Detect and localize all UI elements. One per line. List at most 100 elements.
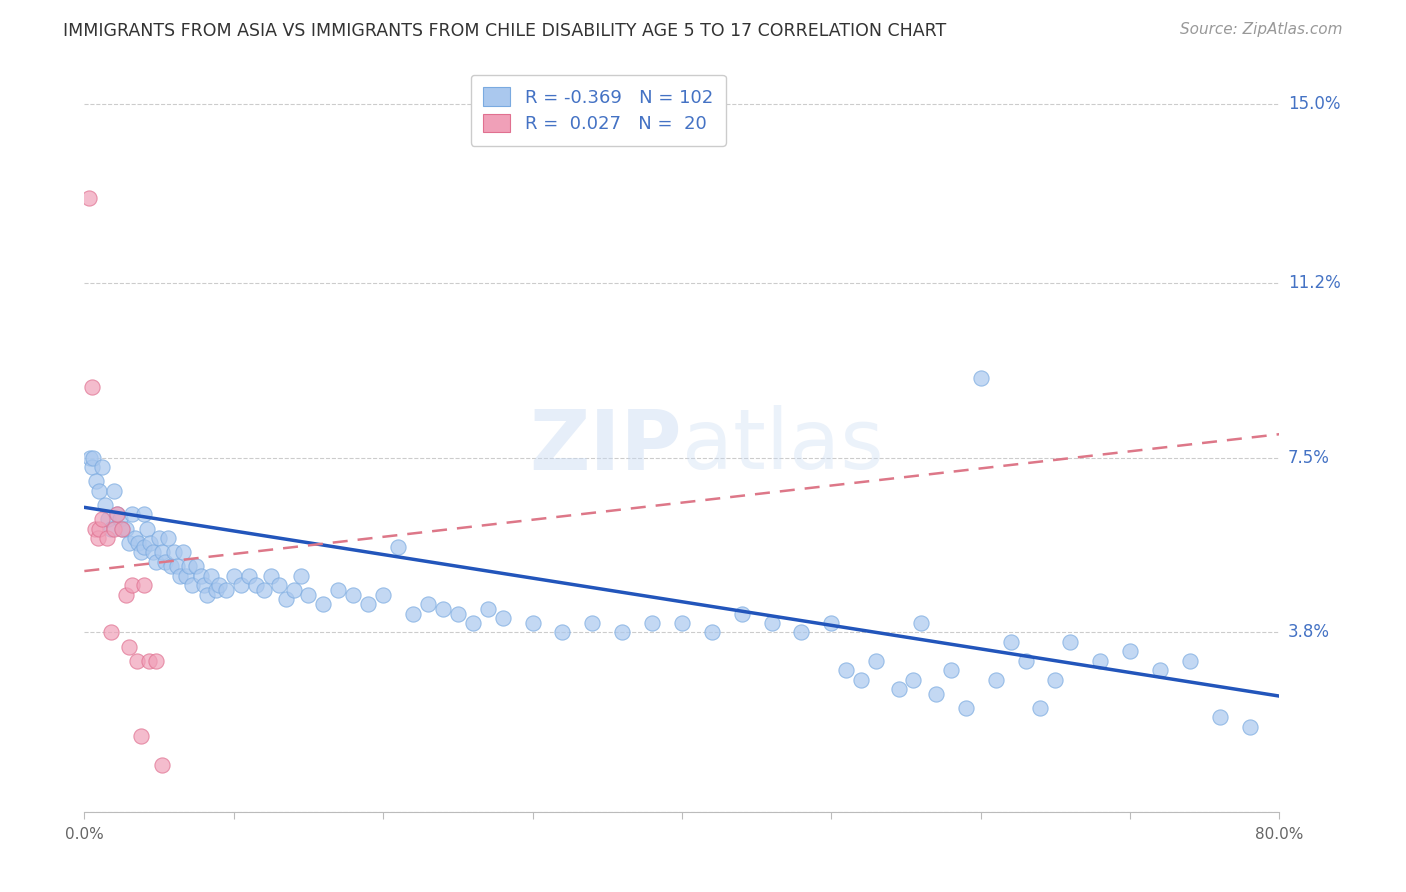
Point: [111, 522, 134, 536]
Point: [153, 555, 176, 569]
Point: [671, 615, 693, 630]
Point: [245, 578, 267, 592]
Point: [231, 578, 253, 592]
Point: [865, 654, 887, 668]
Point: [142, 545, 165, 559]
Point: [150, 545, 173, 559]
Point: [91, 512, 114, 526]
Point: [177, 559, 200, 574]
Point: [970, 370, 993, 384]
Point: [157, 531, 180, 545]
Point: [612, 625, 634, 640]
Point: [103, 483, 125, 498]
Point: [761, 615, 783, 630]
Point: [1045, 673, 1067, 687]
Point: [283, 582, 305, 597]
Point: [1209, 710, 1232, 724]
Point: [238, 568, 260, 582]
Point: [150, 757, 173, 772]
Point: [138, 654, 160, 668]
Point: [181, 578, 204, 592]
Point: [136, 522, 159, 536]
Text: atlas: atlas: [682, 406, 883, 486]
Point: [835, 663, 858, 677]
Point: [127, 535, 149, 549]
Point: [166, 559, 188, 574]
Point: [925, 687, 948, 701]
Point: [1178, 654, 1201, 668]
Point: [939, 663, 962, 677]
Point: [145, 654, 167, 668]
Point: [174, 568, 197, 582]
Point: [145, 555, 167, 569]
Point: [96, 531, 118, 545]
Point: [260, 568, 283, 582]
Point: [80, 380, 103, 394]
Point: [105, 508, 128, 522]
Point: [82, 450, 104, 465]
Point: [89, 522, 111, 536]
Point: [160, 559, 183, 574]
Point: [581, 615, 603, 630]
Point: [94, 498, 117, 512]
Point: [1119, 644, 1142, 658]
Point: [267, 578, 290, 592]
Point: [312, 597, 335, 611]
Point: [253, 582, 276, 597]
Point: [121, 508, 143, 522]
Point: [132, 541, 156, 555]
Point: [215, 582, 238, 597]
Point: [97, 512, 120, 526]
Point: [100, 522, 122, 536]
Text: 3.8%: 3.8%: [1288, 624, 1330, 641]
Point: [477, 602, 499, 616]
Point: [105, 508, 128, 522]
Point: [118, 640, 141, 654]
Point: [87, 531, 110, 545]
Point: [887, 681, 910, 696]
Point: [121, 578, 143, 592]
Point: [115, 522, 138, 536]
Point: [903, 673, 925, 687]
Point: [80, 460, 103, 475]
Point: [1000, 635, 1022, 649]
Point: [169, 568, 191, 582]
Text: 15.0%: 15.0%: [1288, 95, 1340, 113]
Point: [118, 535, 141, 549]
Point: [1090, 654, 1112, 668]
Point: [416, 597, 439, 611]
Point: [342, 588, 364, 602]
Text: ZIP: ZIP: [530, 406, 682, 486]
Point: [387, 541, 409, 555]
Point: [731, 607, 754, 621]
Point: [910, 615, 932, 630]
Point: [195, 588, 218, 602]
Point: [77, 191, 100, 205]
Text: Source: ZipAtlas.com: Source: ZipAtlas.com: [1180, 22, 1343, 37]
Point: [984, 673, 1007, 687]
Point: [205, 582, 228, 597]
Point: [290, 568, 312, 582]
Point: [357, 597, 380, 611]
Point: [790, 625, 813, 640]
Point: [1149, 663, 1171, 677]
Point: [461, 615, 484, 630]
Point: [1059, 635, 1081, 649]
Point: [100, 625, 122, 640]
Point: [274, 592, 297, 607]
Point: [103, 522, 125, 536]
Legend: R = -0.369   N = 102, R =  0.027   N =  20: R = -0.369 N = 102, R = 0.027 N = 20: [471, 75, 725, 146]
Point: [79, 450, 101, 465]
Point: [402, 607, 425, 621]
Point: [91, 460, 114, 475]
Point: [820, 615, 842, 630]
Point: [297, 588, 319, 602]
Point: [111, 522, 134, 536]
Point: [129, 729, 152, 743]
Point: [86, 475, 108, 489]
Point: [148, 531, 170, 545]
Point: [124, 531, 146, 545]
Point: [89, 483, 111, 498]
Point: [955, 701, 977, 715]
Point: [129, 545, 152, 559]
